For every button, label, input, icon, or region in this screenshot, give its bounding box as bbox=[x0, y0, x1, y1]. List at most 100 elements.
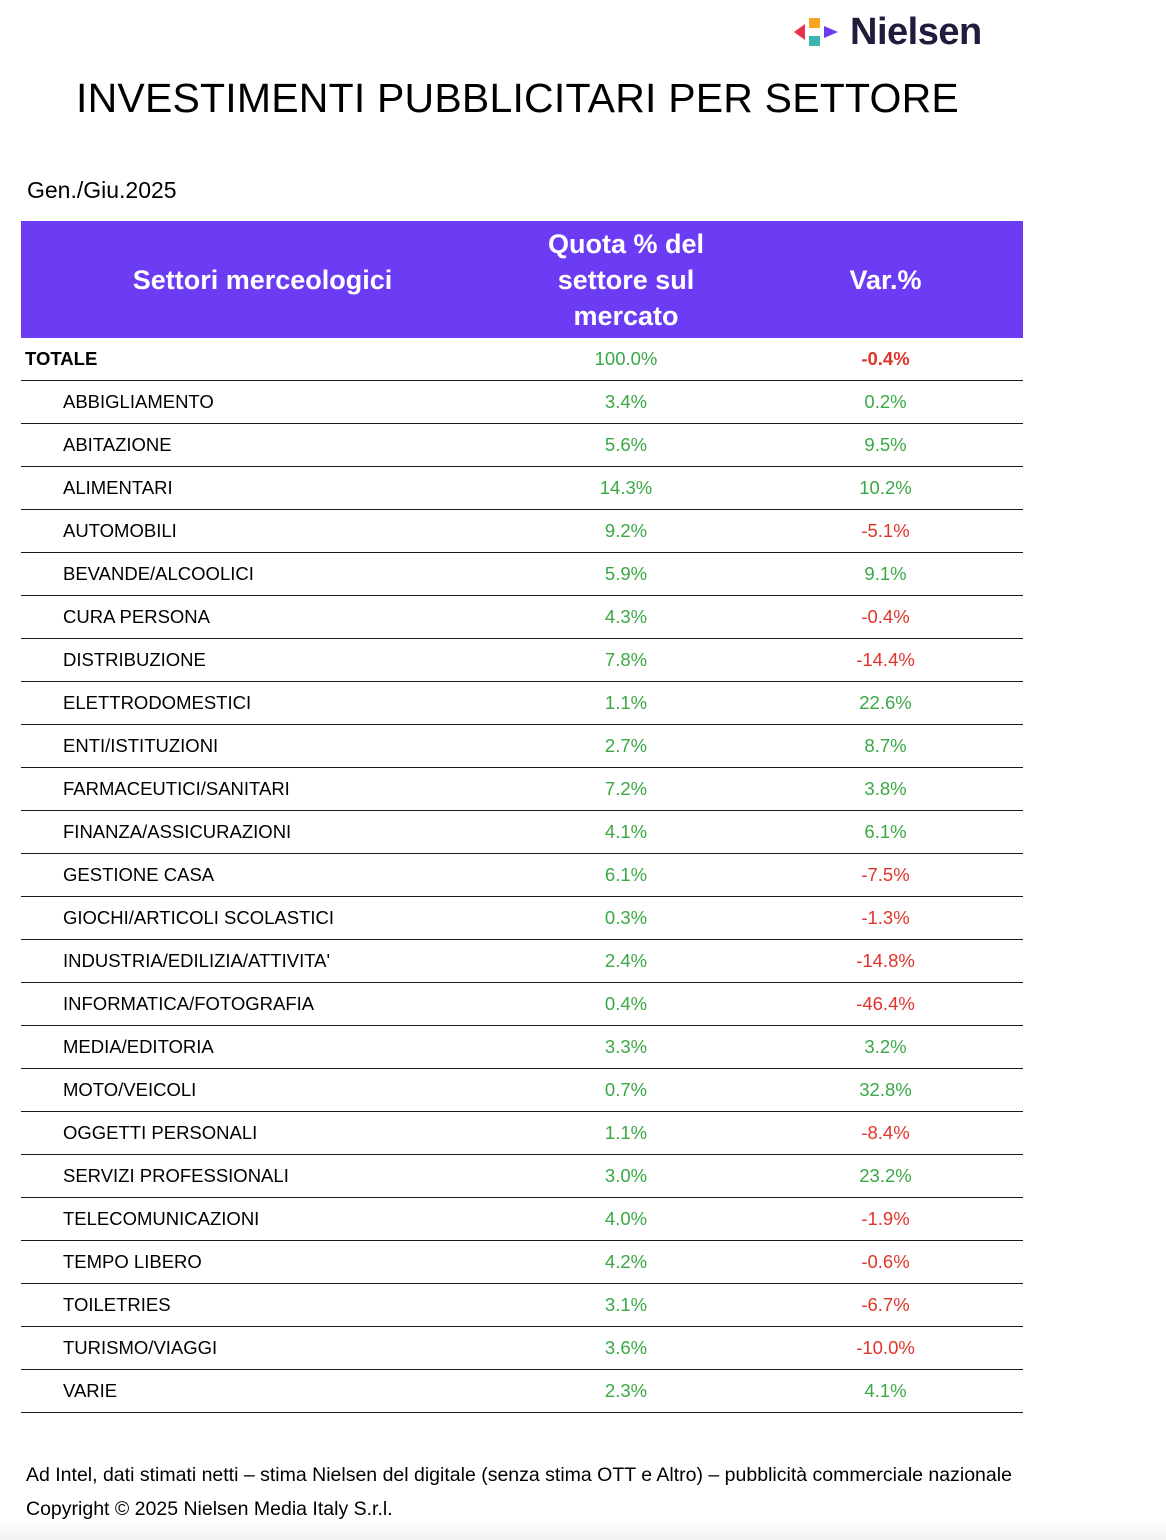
sector-cell: ENTI/ISTITUZIONI bbox=[63, 735, 219, 756]
sector-cell: INDUSTRIA/EDILIZIA/ATTIVITA' bbox=[63, 950, 331, 971]
share-cell: 0.7% bbox=[604, 1079, 648, 1100]
table-row: MOTO/VEICOLI 0.7% 32.8% bbox=[21, 1069, 1023, 1112]
table-row: GIOCHI/ARTICOLI SCOLASTICI 0.3% -1.3% bbox=[21, 897, 1023, 940]
share-cell: 9.2% bbox=[604, 520, 648, 541]
sector-cell: BEVANDE/ALCOOLICI bbox=[63, 563, 254, 584]
table-body: TOTALE 100.0% -0.4% ABBIGLIAMENTO 3.4% 0.2% AB… bbox=[21, 338, 1023, 1413]
variation-cell: 3.2% bbox=[864, 1036, 907, 1057]
sector-cell: TELECOMUNICAZIONI bbox=[63, 1208, 260, 1229]
table-row: GESTIONE CASA 6.1% -7.5% bbox=[21, 854, 1023, 897]
sector-cell: SERVIZI PROFESSIONALI bbox=[63, 1165, 289, 1186]
table-row: TOILETRIES 3.1% -6.7% bbox=[21, 1284, 1023, 1327]
share-cell: 3.4% bbox=[604, 391, 648, 412]
sector-cell: DISTRIBUZIONE bbox=[63, 649, 206, 670]
table-row: VARIE 2.3% 4.1% bbox=[21, 1370, 1023, 1413]
share-cell: 0.4% bbox=[604, 993, 648, 1014]
share-cell: 14.3% bbox=[599, 477, 653, 498]
share-cell: 3.6% bbox=[604, 1337, 648, 1358]
table-row: DISTRIBUZIONE 7.8% -14.4% bbox=[21, 639, 1023, 682]
share-cell: 5.6% bbox=[604, 434, 648, 455]
share-cell: 4.1% bbox=[604, 821, 648, 842]
sector-cell: ELETTRODOMESTICI bbox=[63, 692, 252, 713]
table-header: Settori merceologici Quota % del settore… bbox=[21, 221, 1023, 338]
table-row: ABBIGLIAMENTO 3.4% 0.2% bbox=[21, 381, 1023, 424]
sector-cell: TEMPO LIBERO bbox=[63, 1251, 202, 1272]
sector-cell: VARIE bbox=[63, 1380, 118, 1401]
variation-cell: -0.4% bbox=[861, 606, 910, 627]
sector-cell: INFORMATICA/FOTOGRAFIA bbox=[63, 993, 315, 1014]
variation-cell: -14.4% bbox=[856, 649, 915, 670]
variation-cell: -8.4% bbox=[861, 1122, 910, 1143]
table-row: ALIMENTARI 14.3% 10.2% bbox=[21, 467, 1023, 510]
share-cell: 3.0% bbox=[604, 1165, 648, 1186]
table-row: ENTI/ISTITUZIONI 2.7% 8.7% bbox=[21, 725, 1023, 768]
variation-cell: -14.8% bbox=[856, 950, 915, 971]
sector-cell: CURA PERSONA bbox=[63, 606, 211, 627]
share-cell: 2.3% bbox=[604, 1380, 648, 1401]
table-row: TEMPO LIBERO 4.2% -0.6% bbox=[21, 1241, 1023, 1284]
sector-cell: TOILETRIES bbox=[63, 1294, 171, 1315]
share-cell: 3.1% bbox=[604, 1294, 648, 1315]
variation-cell: -1.9% bbox=[861, 1208, 910, 1229]
variation-cell: -0.6% bbox=[861, 1251, 910, 1272]
table-row: INDUSTRIA/EDILIZIA/ATTIVITA' 2.4% -14.8% bbox=[21, 940, 1023, 983]
table-row: FARMACEUTICI/SANITARI 7.2% 3.8% bbox=[21, 768, 1023, 811]
variation-cell: 10.2% bbox=[859, 477, 912, 498]
share-cell: 2.7% bbox=[604, 735, 648, 756]
variation-cell: 22.6% bbox=[859, 692, 912, 713]
variation-cell: 32.8% bbox=[859, 1079, 912, 1100]
sector-investment-table: Settori merceologici Quota % del settore… bbox=[21, 221, 1023, 1413]
variation-cell: -10.0% bbox=[856, 1337, 915, 1358]
variation-cell: 6.1% bbox=[864, 821, 907, 842]
sector-cell: MOTO/VEICOLI bbox=[63, 1079, 197, 1100]
sector-cell: OGGETTI PERSONALI bbox=[63, 1122, 258, 1143]
nielsen-mark-icon bbox=[794, 18, 838, 46]
sector-cell: FARMACEUTICI/SANITARI bbox=[63, 778, 290, 799]
variation-cell: -0.4% bbox=[861, 348, 910, 369]
table-row: FINANZA/ASSICURAZIONI 4.1% 6.1% bbox=[21, 811, 1023, 854]
nielsen-wordmark: Nielsen bbox=[850, 11, 982, 53]
sector-cell: TURISMO/VIAGGI bbox=[63, 1337, 218, 1358]
sector-cell: AUTOMOBILI bbox=[63, 520, 177, 541]
variation-cell: -6.7% bbox=[861, 1294, 910, 1315]
table-row: TURISMO/VIAGGI 3.6% -10.0% bbox=[21, 1327, 1023, 1370]
variation-cell: -7.5% bbox=[861, 864, 910, 885]
share-cell: 4.2% bbox=[604, 1251, 648, 1272]
share-cell: 1.1% bbox=[604, 1122, 648, 1143]
table-row: ELETTRODOMESTICI 1.1% 22.6% bbox=[21, 682, 1023, 725]
variation-cell: 3.8% bbox=[864, 778, 907, 799]
sector-cell: ABITAZIONE bbox=[63, 434, 172, 455]
table-row-total: TOTALE 100.0% -0.4% bbox=[21, 338, 1023, 381]
column-header-share: Quota % del settore sul mercato bbox=[547, 228, 704, 331]
variation-cell: 9.5% bbox=[864, 434, 907, 455]
page-title: INVESTIMENTI PUBBLICITARI PER SETTORE bbox=[76, 75, 959, 121]
column-header-variation: Var.% bbox=[849, 264, 922, 295]
table-row: TELECOMUNICAZIONI 4.0% -1.9% bbox=[21, 1198, 1023, 1241]
sector-cell: ALIMENTARI bbox=[63, 477, 173, 498]
table-row: BEVANDE/ALCOOLICI 5.9% 9.1% bbox=[21, 553, 1023, 596]
sector-cell: GIOCHI/ARTICOLI SCOLASTICI bbox=[63, 907, 335, 928]
table-row: ABITAZIONE 5.6% 9.5% bbox=[21, 424, 1023, 467]
variation-cell: -1.3% bbox=[861, 907, 910, 928]
share-cell: 3.3% bbox=[604, 1036, 648, 1057]
share-cell: 7.2% bbox=[604, 778, 648, 799]
variation-cell: 0.2% bbox=[864, 391, 907, 412]
sector-cell: GESTIONE CASA bbox=[63, 864, 215, 885]
table-row: OGGETTI PERSONALI 1.1% -8.4% bbox=[21, 1112, 1023, 1155]
share-cell: 4.0% bbox=[604, 1208, 648, 1229]
share-cell: 0.3% bbox=[604, 907, 648, 928]
variation-cell: 23.2% bbox=[859, 1165, 912, 1186]
share-cell: 7.8% bbox=[604, 649, 648, 670]
share-cell: 100.0% bbox=[594, 348, 658, 369]
period-label: Gen./Giu.2025 bbox=[27, 177, 177, 203]
variation-cell: -5.1% bbox=[861, 520, 910, 541]
share-cell: 2.4% bbox=[604, 950, 648, 971]
share-cell: 4.3% bbox=[604, 606, 648, 627]
table-row: MEDIA/EDITORIA 3.3% 3.2% bbox=[21, 1026, 1023, 1069]
table-row: INFORMATICA/FOTOGRAFIA 0.4% -46.4% bbox=[21, 983, 1023, 1026]
variation-cell: -46.4% bbox=[856, 993, 915, 1014]
sector-cell: FINANZA/ASSICURAZIONI bbox=[63, 821, 292, 842]
page-bottom-shade bbox=[0, 1520, 1166, 1540]
table-row: CURA PERSONA 4.3% -0.4% bbox=[21, 596, 1023, 639]
sector-cell: MEDIA/EDITORIA bbox=[63, 1036, 214, 1057]
